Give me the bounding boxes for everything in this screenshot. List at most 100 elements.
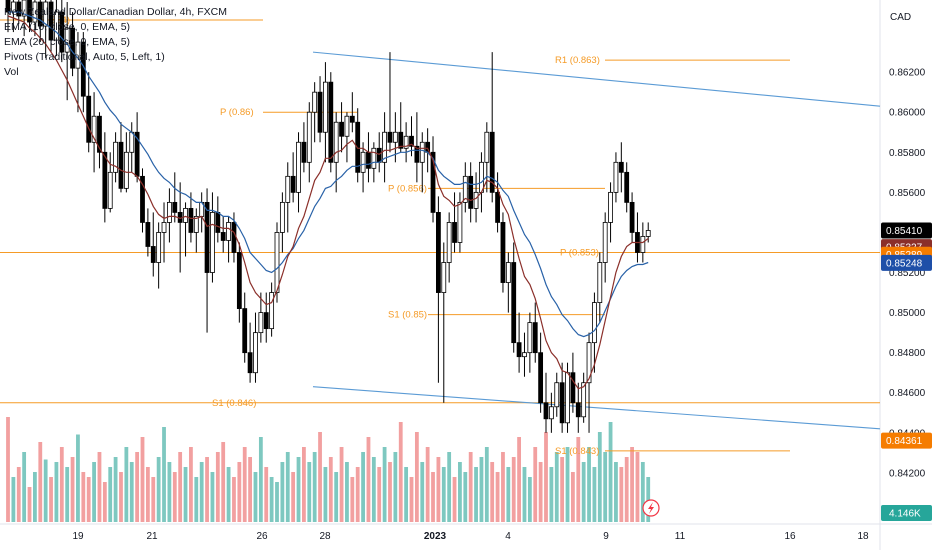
x-tick-label: 26 xyxy=(256,531,268,542)
candle-body xyxy=(586,342,592,384)
candle-body xyxy=(161,222,167,233)
pivot-label: R1 (0.863) xyxy=(555,55,600,66)
candle-body xyxy=(333,121,339,163)
candle-body xyxy=(392,131,398,143)
volume-bar xyxy=(242,447,247,522)
lightning-icon[interactable] xyxy=(642,499,660,517)
candle-body xyxy=(360,151,366,173)
legend-vol[interactable]: Vol xyxy=(4,66,19,78)
candle-body xyxy=(511,262,517,344)
volume-bar xyxy=(102,482,107,522)
candle-body xyxy=(140,175,145,223)
volume-bar xyxy=(172,472,177,522)
candle-body xyxy=(581,382,587,418)
candle-body xyxy=(382,131,388,163)
candle-body xyxy=(274,232,280,293)
candle-body xyxy=(226,222,231,241)
candle-body xyxy=(602,222,608,263)
volume-bar xyxy=(92,462,96,522)
candle-body xyxy=(495,191,500,223)
volume-bar xyxy=(65,467,70,522)
volume-bar xyxy=(140,437,145,522)
legend-ema10[interactable]: EMA (10, close, 0, EMA, 5) xyxy=(4,21,131,33)
candle-body xyxy=(452,222,457,243)
legend-pivots[interactable]: Pivots (Traditional, Auto, 5, Left, 1) xyxy=(4,51,165,63)
candle-body xyxy=(500,222,506,283)
candlesticks xyxy=(5,0,651,433)
volume-bar xyxy=(275,482,279,522)
candle-body xyxy=(398,131,404,149)
candle-body xyxy=(328,81,334,163)
candle-body xyxy=(231,222,237,253)
volume-bar xyxy=(248,457,252,522)
candle-body xyxy=(565,372,570,424)
pivot-label: S1 (0.843) xyxy=(555,446,599,457)
volume-bar xyxy=(630,447,634,522)
y-tick-label: 0.85000 xyxy=(889,308,926,319)
candle-body xyxy=(409,135,414,147)
candle-body xyxy=(371,147,377,169)
volume-bar xyxy=(581,462,586,522)
candle-body xyxy=(435,212,441,293)
candle-body xyxy=(349,115,355,123)
candle-body xyxy=(613,161,619,193)
volume-bar xyxy=(76,434,80,522)
x-tick-label: 9 xyxy=(603,531,609,542)
candle-body xyxy=(419,141,425,163)
candle-body xyxy=(457,201,463,243)
legend-title[interactable]: New Zealand Dollar/Canadian Dollar, 4h, … xyxy=(4,6,227,18)
candle-body xyxy=(462,175,468,203)
volume-bar xyxy=(640,462,645,522)
volume-bar xyxy=(162,427,166,522)
volume-bar xyxy=(156,457,161,522)
volume-bar xyxy=(151,477,156,522)
volume-bar xyxy=(538,462,543,522)
volume-bar xyxy=(285,452,290,522)
time-axis[interactable]: 19 21 26 28 2023 4 9 11 16 18 xyxy=(72,531,869,542)
volume-bar xyxy=(135,452,140,522)
volume-bar xyxy=(377,467,382,522)
candle-body xyxy=(554,382,560,408)
volume-bar xyxy=(484,447,489,522)
candle-body xyxy=(317,91,323,133)
ema10-line xyxy=(7,15,649,390)
candle-body xyxy=(570,372,576,404)
volume-bar xyxy=(355,467,360,522)
x-tick-label: 2023 xyxy=(424,531,447,542)
volume-bar xyxy=(11,477,16,522)
candle-body xyxy=(37,1,43,27)
volume-bar xyxy=(215,452,220,522)
volume-bar xyxy=(501,452,505,522)
candle-body xyxy=(172,201,178,213)
volume-bar xyxy=(554,452,559,522)
volume-bar xyxy=(54,462,59,522)
legend-ema20[interactable]: EMA (20, close, 0, EMA, 5) xyxy=(4,36,131,48)
volume-bar xyxy=(97,452,102,522)
volume-bar xyxy=(527,477,532,522)
pivot-label: P (0.856) xyxy=(388,183,427,194)
candle-body xyxy=(27,0,32,23)
volume-bar xyxy=(323,467,328,522)
volume-bar xyxy=(49,477,53,522)
candle-body xyxy=(559,382,565,424)
candle-body xyxy=(129,131,135,153)
volume-bar xyxy=(280,462,285,522)
volume-bar xyxy=(517,437,521,522)
volume-bar xyxy=(124,447,129,522)
price-badge-text: 0.85410 xyxy=(886,226,923,237)
candle-body xyxy=(123,151,129,189)
x-tick-label: 11 xyxy=(675,531,686,542)
volume-bar xyxy=(221,442,226,522)
volume-bar xyxy=(646,477,651,522)
candle-body xyxy=(522,352,527,358)
candle-body xyxy=(592,302,597,344)
volume-bar xyxy=(361,452,365,522)
volume-bar xyxy=(199,462,204,522)
volume-bar xyxy=(479,457,484,522)
volume-bar xyxy=(269,477,274,522)
candle-body xyxy=(306,111,312,163)
volume-bar xyxy=(490,462,495,522)
volume-bar xyxy=(635,452,640,522)
candle-body xyxy=(113,141,118,173)
